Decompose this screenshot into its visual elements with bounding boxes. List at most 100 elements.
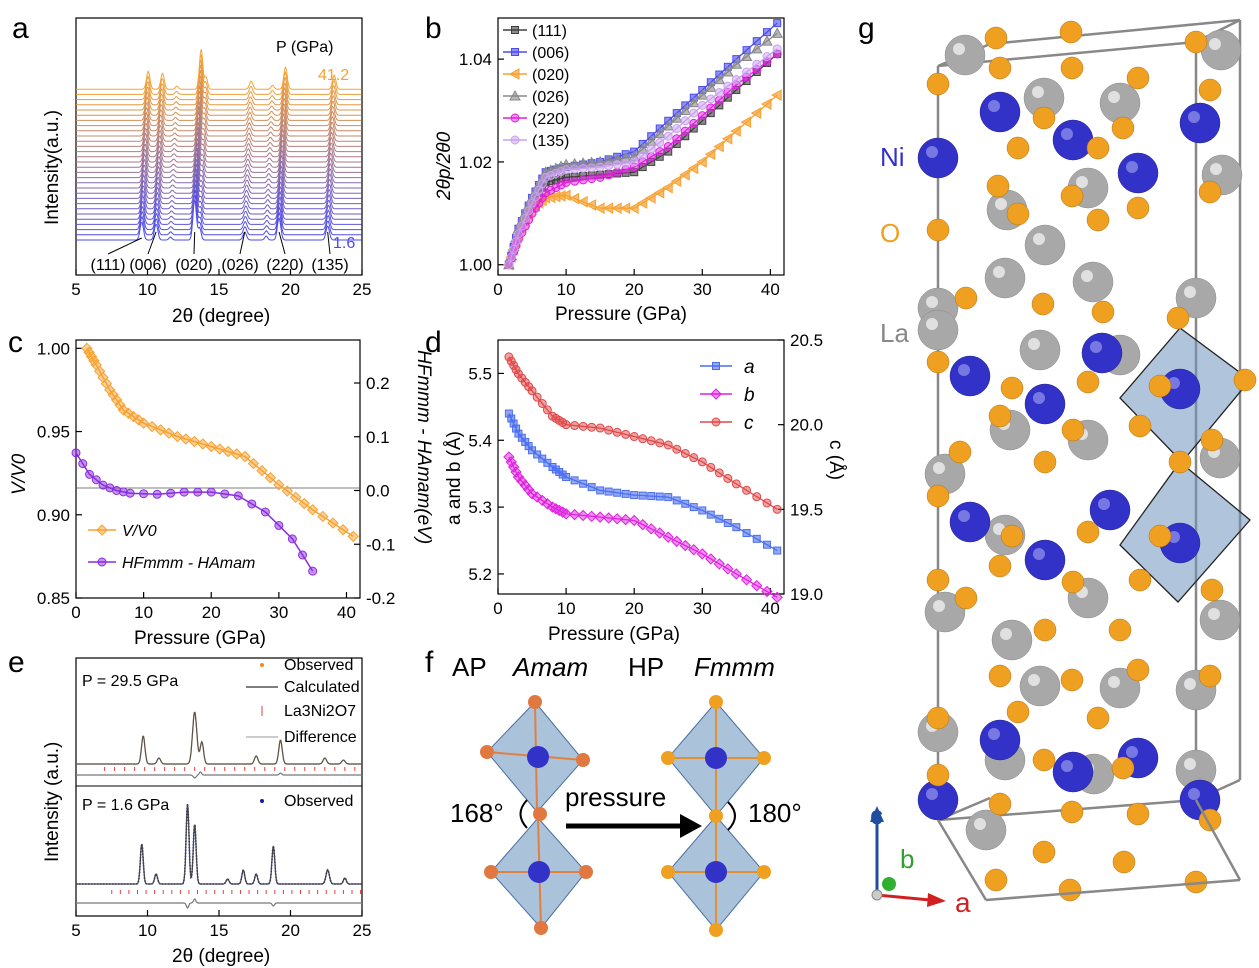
xrd-trace [76,194,362,236]
data-point [663,142,673,151]
x-tick-label: 25 [353,280,372,299]
data-point [655,147,665,157]
data-point [672,496,681,505]
panel-label-a: a [12,12,29,45]
x-tick-label: 20 [202,603,221,622]
data-point [578,421,588,431]
x-tick-label: 10 [138,280,157,299]
data-point [604,487,613,496]
panel-e-legend: Observed Calculated La3Ni2O7 Difference Obse… [246,657,360,810]
la-atom [965,809,1007,851]
legend-label: La3Ni2O7 [284,703,356,720]
panel-g-crystal-structure: Ni O La c b a [870,18,1257,918]
data-point [713,140,724,153]
panel-d-lattice-parameters: 0 10 20 30 40 5.2 5.3 5.4 5.5 19.0 19.5 20.0 20.5 ab… [444,331,846,645]
o-atom [1200,428,1224,452]
ni-atom [1089,489,1131,531]
xrd-trace [76,130,362,173]
data-point [679,168,690,181]
data-point [543,458,552,467]
o-atom [926,568,950,592]
o-atom [1032,840,1056,864]
x-tick-label: 20 [281,921,300,940]
xrd-trace [76,198,362,241]
panel-d-ylabel-right: c (Å) [825,440,846,480]
peak-label: (006) [129,257,166,274]
axes-triad: c b a [870,800,971,918]
legend-marker [509,89,521,101]
data-point [327,517,339,529]
o-atom [1058,878,1082,902]
data-point [730,125,741,137]
y-tick-label: 0.0 [366,482,390,501]
o-atom [1076,370,1100,394]
o-atom [1032,748,1056,772]
data-point [655,492,664,501]
data-point [698,506,707,515]
o-atom [1126,66,1150,90]
data-point [670,112,683,123]
data-point [697,111,707,121]
data-point [645,523,657,535]
xrd-trace [76,90,362,132]
ni-atom [705,747,727,769]
xrd-trace [76,122,362,163]
data-point [687,162,699,175]
data-point [188,435,201,448]
data-point [689,108,699,118]
data-point [750,42,763,54]
panel-e-ylabel: Intensity (a.u.) [42,742,63,862]
data-point [561,165,571,175]
la-atom [1199,599,1241,641]
o-atom [926,72,950,96]
o-atom [1126,196,1150,220]
data-point [772,504,782,514]
data-point [524,206,534,216]
xrd-trace [76,58,362,101]
y-tick-label: 0.90 [37,506,70,525]
data-point [619,513,632,526]
data-point [527,386,537,396]
data-point [171,430,184,443]
peak-label: (111) [91,257,126,274]
data-point [654,527,666,539]
legend-label: (020) [532,67,569,84]
data-point [290,491,302,504]
data-point [537,399,547,408]
data-point [705,553,717,565]
panel-e-frame [75,657,363,917]
o-atom [1166,306,1190,330]
data-point [681,499,690,508]
panel-e-xlabel: 2θ (degree) [172,946,270,967]
data-point [205,440,217,453]
y-tick-label: -0.1 [366,535,395,554]
data-point [230,448,243,460]
data-point [663,440,673,450]
data-point [752,492,762,502]
ni-atom [528,861,550,883]
y-tick-label: 0.2 [366,374,390,393]
data-point [568,508,581,521]
data-point [222,445,234,458]
x-tick-label: 40 [761,280,780,299]
o-atom [988,404,1012,428]
panel-d-ylabel: a and b (Å) [444,431,465,525]
panel-a-x-ticks: 5 10 15 20 25 [71,269,371,299]
o-atom [1200,578,1224,602]
data-point [715,514,724,523]
panel-c-xlabel: Pressure (GPa) [134,628,266,649]
data-point [731,75,741,85]
data-point [714,88,724,98]
data-point [260,507,270,517]
o-atom [926,484,950,508]
o-atom [1112,850,1136,874]
data-point [587,174,597,184]
data-point [761,35,773,46]
x-tick-label: 10 [557,280,576,299]
panel-label-d: d [425,326,442,359]
y-tick-label: 20.5 [790,331,823,350]
panel-f-fmmm-octahedra [661,695,771,937]
data-point [696,89,709,100]
xrd-trace [76,152,362,194]
data-point [680,448,690,458]
